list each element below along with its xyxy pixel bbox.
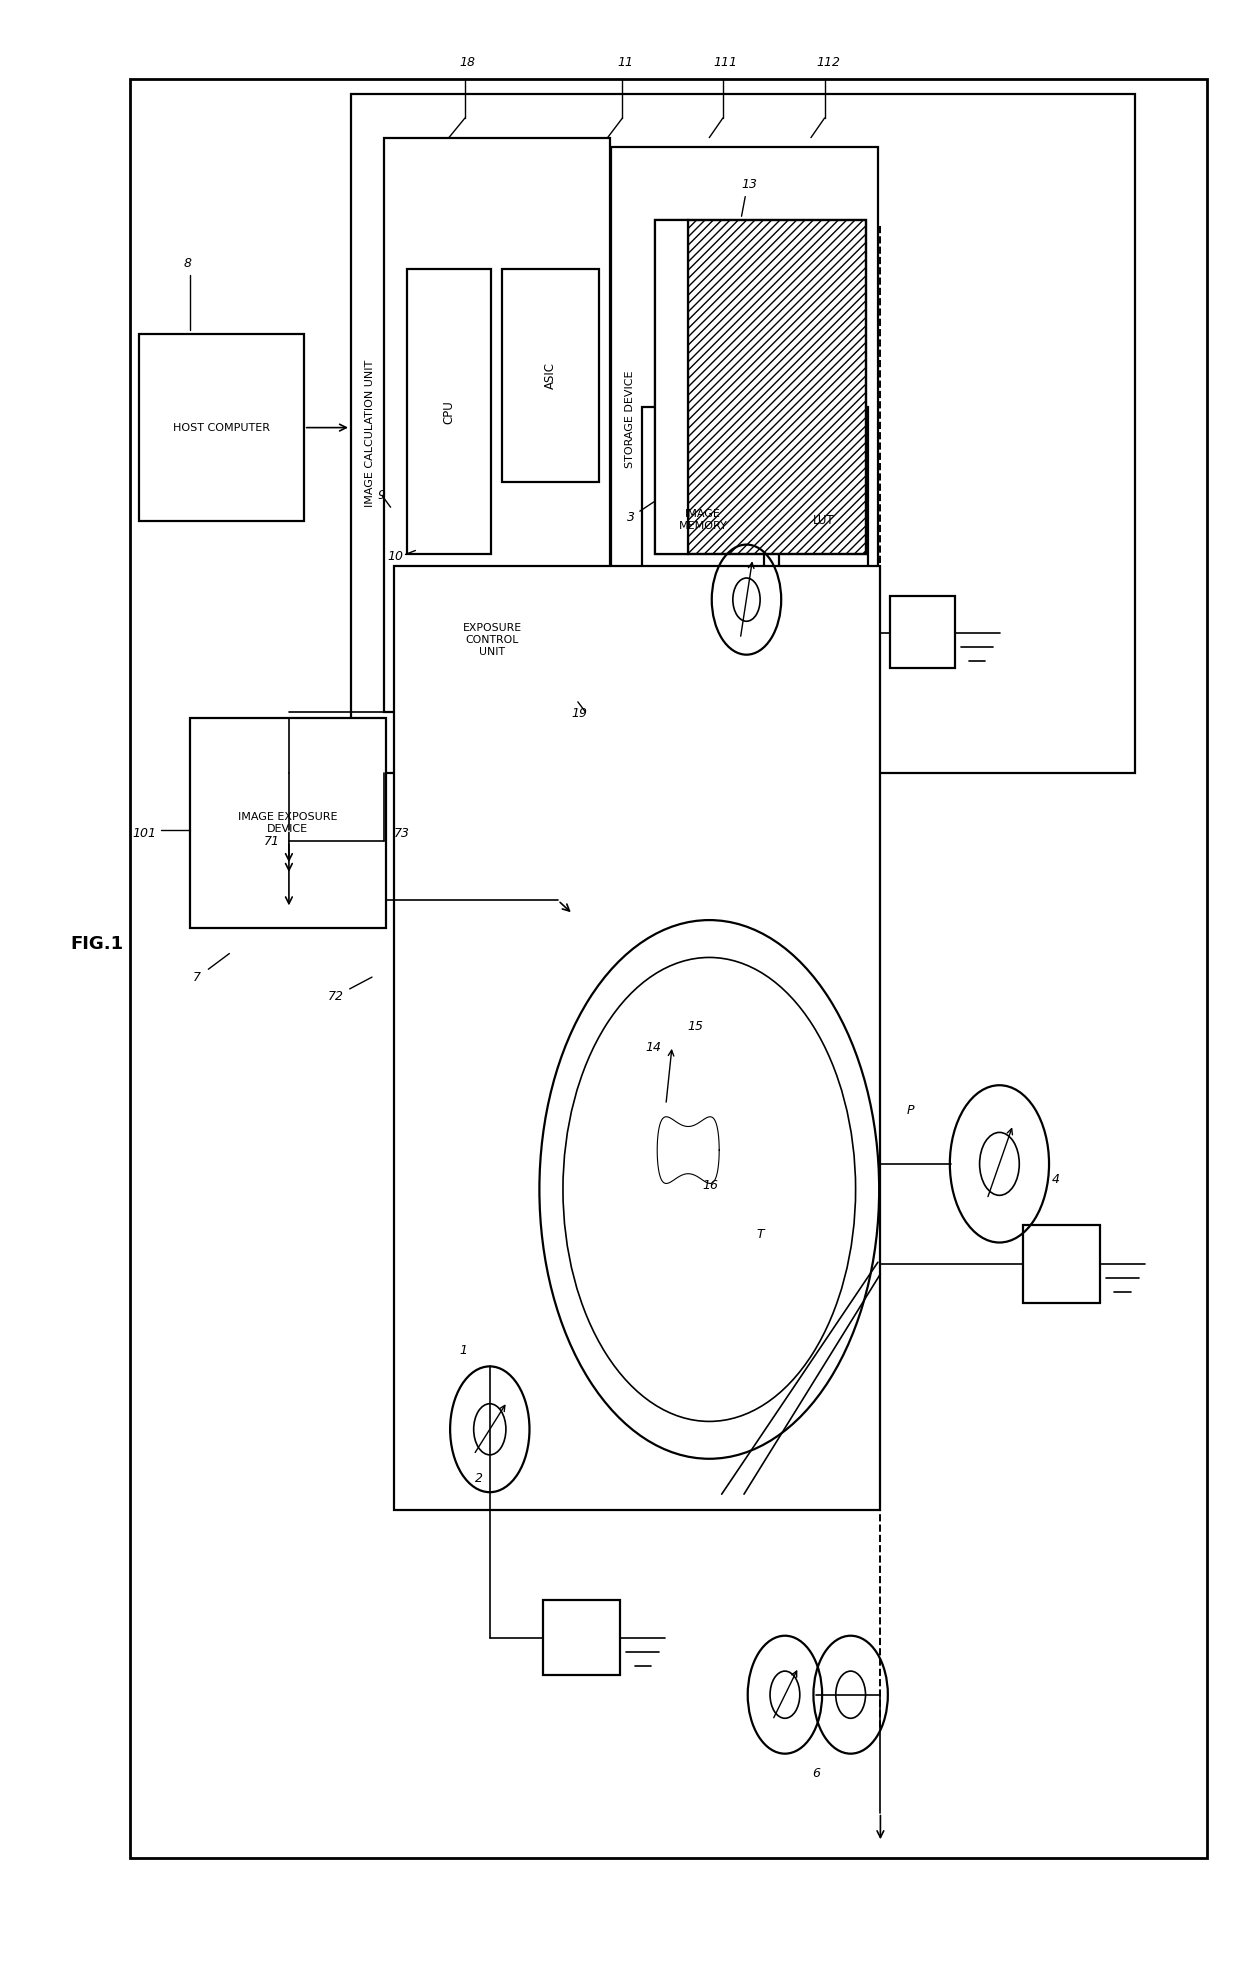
- Text: T: T: [756, 1229, 764, 1241]
- Text: 71: 71: [264, 836, 280, 847]
- Text: 1: 1: [460, 1345, 467, 1357]
- Text: 2: 2: [475, 1473, 482, 1484]
- Text: 111: 111: [713, 57, 738, 69]
- Text: 18: 18: [460, 57, 475, 69]
- Text: 11: 11: [618, 57, 632, 69]
- Bar: [688, 220, 866, 554]
- Text: 101: 101: [133, 828, 156, 839]
- Text: LUT: LUT: [812, 513, 835, 527]
- Text: 15: 15: [687, 1020, 703, 1032]
- Text: FIG.1: FIG.1: [71, 934, 123, 954]
- Bar: [190, 718, 386, 928]
- Text: EXPOSURE
CONTROL
UNIT: EXPOSURE CONTROL UNIT: [463, 623, 522, 657]
- Bar: [1023, 1225, 1100, 1303]
- Bar: [407, 269, 491, 554]
- Text: HOST COMPUTER: HOST COMPUTER: [172, 423, 270, 433]
- Text: 13: 13: [742, 179, 758, 191]
- Text: ASIC: ASIC: [544, 362, 557, 389]
- Text: 72: 72: [327, 991, 343, 1003]
- Text: 14: 14: [645, 1042, 661, 1054]
- Text: 6: 6: [812, 1767, 820, 1779]
- Bar: [139, 334, 304, 521]
- Bar: [655, 220, 866, 554]
- Bar: [543, 1600, 620, 1675]
- Text: 19: 19: [572, 708, 588, 720]
- Text: 7: 7: [193, 971, 201, 983]
- Bar: [642, 407, 764, 633]
- Bar: [407, 568, 578, 712]
- Text: P: P: [906, 1105, 914, 1117]
- Bar: [384, 138, 610, 712]
- Bar: [779, 407, 868, 633]
- Bar: [890, 596, 955, 668]
- Text: 16: 16: [703, 1180, 718, 1191]
- Bar: [655, 220, 688, 554]
- Bar: [502, 269, 599, 482]
- Text: IMAGE EXPOSURE
DEVICE: IMAGE EXPOSURE DEVICE: [238, 812, 337, 834]
- Text: 10: 10: [387, 550, 403, 562]
- Text: STORAGE DEVICE: STORAGE DEVICE: [625, 372, 635, 468]
- Bar: [611, 147, 878, 692]
- Text: CPU: CPU: [443, 399, 455, 425]
- Text: 112: 112: [816, 57, 841, 69]
- Bar: [130, 79, 1207, 1858]
- Text: IMAGE
MEMORY: IMAGE MEMORY: [678, 509, 728, 531]
- Text: IMAGE CALCULATION UNIT: IMAGE CALCULATION UNIT: [365, 360, 374, 507]
- Text: 9: 9: [377, 490, 384, 501]
- Text: 73: 73: [394, 828, 410, 839]
- Text: 4: 4: [1052, 1174, 1059, 1185]
- Bar: [394, 566, 880, 1510]
- Text: 3: 3: [627, 511, 635, 523]
- Bar: [351, 94, 1135, 773]
- Text: 8: 8: [184, 258, 191, 269]
